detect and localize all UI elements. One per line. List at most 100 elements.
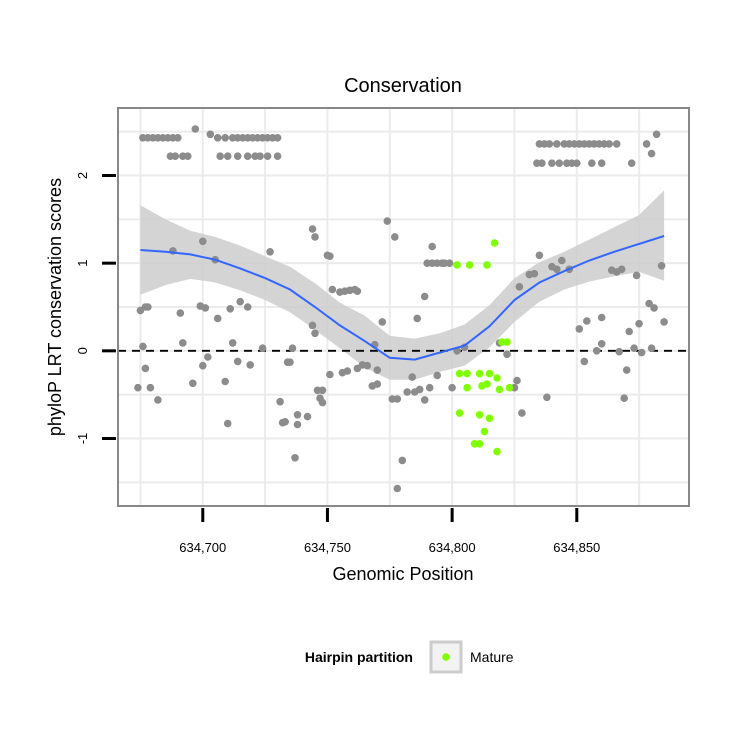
point-other: [189, 379, 197, 388]
point-mature: [485, 369, 494, 378]
point-other: [199, 237, 207, 246]
point-other: [206, 130, 215, 139]
point-other: [213, 134, 222, 142]
point-other: [433, 371, 442, 380]
point-other: [318, 398, 327, 407]
point-other: [597, 340, 606, 348]
point-other: [199, 361, 207, 370]
point-other: [403, 388, 412, 396]
point-other: [233, 357, 242, 366]
point-other: [263, 152, 272, 160]
point-other: [291, 454, 299, 462]
point-other: [184, 152, 192, 160]
point-other: [647, 344, 656, 353]
point-other: [625, 327, 633, 336]
y-axis-label: phyloP LRT conservation scores: [45, 178, 65, 436]
point-other: [647, 149, 656, 158]
point-other: [326, 370, 334, 379]
point-other: [221, 377, 229, 386]
point-other: [657, 262, 666, 270]
point-other: [420, 396, 429, 404]
point-other: [281, 418, 289, 426]
point-other: [650, 304, 658, 312]
point-mature: [465, 261, 474, 269]
point-mature: [503, 338, 511, 346]
point-other: [236, 297, 244, 306]
point-mature: [493, 447, 501, 456]
x-axis-label: Genomic Position: [332, 564, 473, 584]
point-other: [518, 409, 526, 417]
point-other: [630, 344, 638, 353]
point-mature: [453, 261, 461, 269]
point-other: [288, 344, 297, 353]
point-other: [293, 411, 302, 419]
panel-border: [117, 107, 690, 507]
point-other: [258, 344, 267, 353]
point-other: [154, 396, 162, 404]
y-tick-label: 0: [75, 347, 90, 354]
x-tick-label: 634,800: [429, 540, 476, 555]
y-axis-ticks: -1 0 1 2: [75, 172, 116, 444]
point-other: [293, 420, 302, 429]
point-other: [383, 217, 392, 225]
legend-entry-mature: Mature: [470, 649, 514, 665]
point-other: [612, 140, 621, 148]
legend-mature-swatch: [442, 653, 450, 661]
point-other: [415, 385, 424, 394]
point-other: [445, 259, 454, 268]
y-tick-label: -1: [75, 433, 90, 445]
point-other: [543, 393, 551, 402]
point-other: [573, 159, 581, 167]
point-other: [545, 140, 554, 148]
point-other: [413, 314, 422, 323]
point-other: [378, 318, 387, 326]
point-other: [575, 325, 584, 333]
point-other: [216, 152, 224, 160]
point-other: [553, 265, 561, 274]
point-other: [311, 233, 319, 241]
point-other: [393, 484, 402, 493]
point-other: [204, 353, 212, 361]
point-mature: [475, 369, 484, 378]
point-mature: [475, 440, 484, 448]
point-other: [146, 383, 155, 392]
point-other: [513, 376, 521, 385]
point-other: [233, 152, 242, 160]
point-other: [635, 319, 643, 328]
point-other: [420, 292, 429, 301]
y-tick-label: 1: [75, 260, 90, 267]
point-other: [617, 265, 626, 274]
point-mature: [475, 411, 484, 419]
point-mature: [490, 239, 499, 247]
point-mature: [463, 369, 471, 378]
point-other: [615, 347, 623, 356]
point-mature: [495, 385, 504, 394]
point-other: [223, 152, 232, 160]
confidence-band: [140, 190, 665, 380]
point-other: [326, 252, 334, 260]
point-other: [174, 134, 182, 142]
point-other: [391, 233, 399, 241]
point-other: [605, 140, 613, 148]
point-other: [139, 342, 147, 351]
point-other: [363, 361, 372, 370]
point-other: [597, 313, 606, 322]
point-other: [134, 383, 142, 392]
point-other: [515, 283, 524, 291]
point-other: [408, 373, 417, 381]
point-other: [592, 347, 601, 355]
point-other: [535, 251, 544, 260]
y-tick-label: 2: [75, 172, 90, 179]
point-other: [373, 380, 382, 388]
point-other: [555, 159, 564, 167]
point-other: [318, 386, 327, 395]
point-other: [530, 269, 539, 278]
point-mature: [483, 380, 491, 388]
point-other: [303, 412, 312, 421]
point-other: [428, 242, 437, 251]
point-other: [176, 309, 185, 317]
legend-title: Hairpin partition: [305, 649, 413, 665]
point-other: [353, 287, 362, 296]
loess-smooth-line: [140, 235, 665, 361]
point-other: [637, 348, 646, 357]
